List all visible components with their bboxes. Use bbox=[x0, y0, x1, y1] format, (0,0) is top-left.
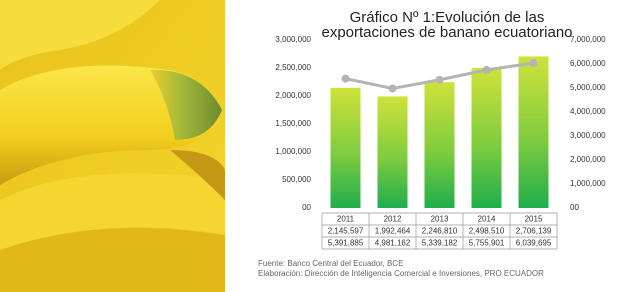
bar bbox=[425, 82, 455, 208]
y2-tick-label: 00 bbox=[570, 203, 579, 212]
y-tick-label: 1,500,000 bbox=[275, 119, 311, 128]
y2-tick-label: 7,000,000 bbox=[570, 35, 606, 44]
y-tick-label: 2,000,000 bbox=[275, 91, 311, 100]
data-label: 2,706,139 bbox=[516, 227, 552, 236]
y2-tick-label: 1,000,000 bbox=[570, 179, 606, 188]
y-tick-label: 00 bbox=[302, 203, 311, 212]
y2-tick-label: 2,000,000 bbox=[570, 155, 606, 164]
line-marker bbox=[389, 84, 397, 92]
bar bbox=[378, 96, 408, 208]
data-label: 2,246,810 bbox=[422, 227, 458, 236]
source-note: Fuente: Banco Central del Ecuador, BCE bbox=[258, 259, 403, 268]
banana-photo bbox=[0, 0, 225, 292]
bar bbox=[331, 88, 361, 208]
x-tick-label: 2015 bbox=[525, 215, 543, 224]
data-label: 4,981,162 bbox=[375, 239, 411, 248]
x-tick-label: 2011 bbox=[337, 215, 355, 224]
y2-tick-label: 3,000,000 bbox=[570, 131, 606, 140]
line-marker bbox=[483, 66, 491, 74]
source-note: Elaboración: Dirección de Inteligencia C… bbox=[258, 269, 544, 278]
y-tick-label: 2,500,000 bbox=[275, 63, 311, 72]
line-marker bbox=[436, 76, 444, 84]
data-label: 1,992,464 bbox=[375, 227, 411, 236]
y2-tick-label: 4,000,000 bbox=[570, 107, 606, 116]
data-label: 2,145,597 bbox=[328, 227, 364, 236]
bar bbox=[472, 68, 502, 208]
y-tick-label: 3,000,000 bbox=[275, 35, 311, 44]
data-label: 6,039,695 bbox=[516, 239, 552, 248]
y2-tick-label: 6,000,000 bbox=[570, 59, 606, 68]
x-tick-label: 2013 bbox=[431, 215, 449, 224]
data-label: 2,498,510 bbox=[469, 227, 505, 236]
data-label: 5,339,182 bbox=[422, 239, 458, 248]
y-tick-label: 500,000 bbox=[282, 175, 311, 184]
data-label: 5,391,885 bbox=[328, 239, 364, 248]
data-label: 5,755,901 bbox=[469, 239, 505, 248]
bar bbox=[519, 56, 549, 208]
x-tick-label: 2014 bbox=[478, 215, 496, 224]
y-tick-label: 1,000,000 bbox=[275, 147, 311, 156]
x-tick-label: 2012 bbox=[384, 215, 402, 224]
line-marker bbox=[530, 59, 538, 67]
line-marker bbox=[342, 75, 350, 83]
page: Gráfico Nº 1:Evolución de lasexportacion… bbox=[0, 0, 623, 292]
y2-tick-label: 5,000,000 bbox=[570, 83, 606, 92]
